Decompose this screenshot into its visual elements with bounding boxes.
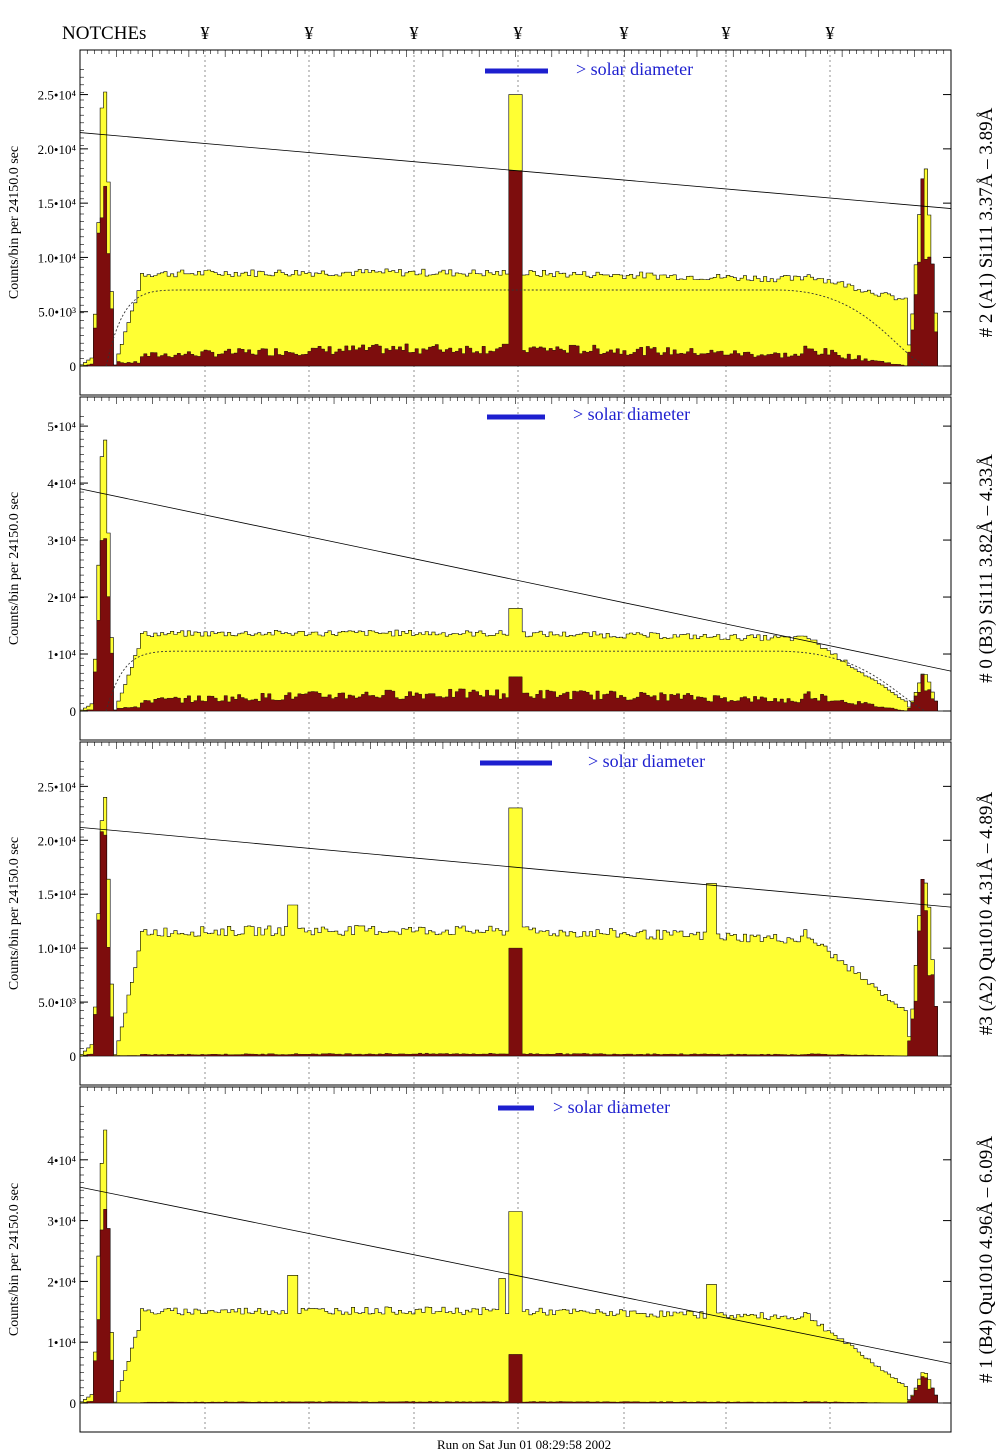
notches-label: NOTCHEs bbox=[62, 23, 146, 44]
y-tick-label: 1.0•10⁴ bbox=[38, 250, 77, 265]
y-tick-label: 0 bbox=[70, 704, 77, 719]
chart-panel: 0 5.0•10³ 1.0•10⁴ 1.5•10⁴ 2.0•10⁴ 2.5•10⁴ Coun… bbox=[7, 49, 997, 396]
y-tick-label: 0 bbox=[70, 359, 77, 374]
y-tick-label: 3•10⁴ bbox=[47, 533, 76, 548]
panel-side-label: # 2 (A1) Si111 3.37Å – 3.89Å bbox=[976, 107, 997, 337]
panel-side-label: #3 (A2) Qu1010 4.31Å – 4.89Å bbox=[976, 792, 997, 1036]
y-tick-label: 0 bbox=[70, 1049, 77, 1064]
y-tick-label: 1•10⁴ bbox=[47, 647, 76, 662]
histogram-main bbox=[79, 439, 951, 712]
notch-mark: ¥ bbox=[305, 23, 314, 43]
y-tick-label: 5.0•10³ bbox=[38, 305, 76, 320]
model-curve bbox=[105, 650, 926, 712]
y-tick-label: 2•10⁴ bbox=[47, 590, 76, 605]
histogram-main bbox=[79, 797, 951, 1057]
y-tick-label: 3•10⁴ bbox=[47, 1214, 76, 1229]
solar-diameter-label: > solar diameter bbox=[553, 1097, 670, 1117]
y-axis-label: Counts/bin per 24150.0 sec bbox=[7, 146, 22, 299]
model-curve bbox=[105, 289, 926, 367]
y-tick-label: 1.5•10⁴ bbox=[38, 196, 77, 211]
trend-line bbox=[79, 488, 952, 672]
y-axis-label: Counts/bin per 24150.0 sec bbox=[7, 837, 22, 990]
histogram-secondary bbox=[79, 1209, 951, 1404]
solar-diameter-label: > solar diameter bbox=[588, 751, 705, 771]
y-tick-label: 4•10⁴ bbox=[47, 1153, 76, 1168]
y-tick-label: 1•10⁴ bbox=[47, 1335, 76, 1350]
solar-diameter-label: > solar diameter bbox=[576, 59, 693, 79]
y-axis-label: Counts/bin per 24150.0 sec bbox=[7, 492, 22, 645]
chart-panels: 0 5.0•10³ 1.0•10⁴ 1.5•10⁴ 2.0•10⁴ 2.5•10⁴ Coun… bbox=[7, 49, 997, 1433]
y-tick-label: 2.5•10⁴ bbox=[38, 88, 77, 103]
y-tick-label: 5•10⁴ bbox=[47, 419, 76, 434]
trend-line bbox=[79, 1186, 952, 1364]
notch-mark: ¥ bbox=[620, 23, 629, 43]
y-tick-label: 2.0•10⁴ bbox=[38, 833, 77, 848]
y-tick-label: 1.0•10⁴ bbox=[38, 941, 77, 956]
y-tick-label: 2.0•10⁴ bbox=[38, 142, 77, 157]
chart-panel: 0 1•10⁴ 2•10⁴ 3•10⁴ 4•10⁴ Counts/bin per 2415… bbox=[7, 1086, 997, 1433]
notch-marks: ¥ ¥ ¥ ¥ ¥ ¥ ¥ bbox=[201, 23, 835, 43]
solar-diameter-label: > solar diameter bbox=[573, 404, 690, 424]
chart-panel: 0 1•10⁴ 2•10⁴ 3•10⁴ 4•10⁴ 5•10⁴ Counts/bin per… bbox=[7, 396, 997, 741]
histogram-secondary bbox=[79, 831, 951, 1057]
chart-panel: 0 5.0•10³ 1.0•10⁴ 1.5•10⁴ 2.0•10⁴ 2.5•10⁴ Coun… bbox=[7, 741, 997, 1086]
y-tick-label: 2•10⁴ bbox=[47, 1274, 76, 1289]
panel-side-label: # 1 (B4) Qu1010 4.96Å – 6.09Å bbox=[976, 1136, 997, 1383]
y-tick-label: 0 bbox=[70, 1396, 77, 1411]
notch-mark: ¥ bbox=[826, 23, 835, 43]
y-tick-label: 4•10⁴ bbox=[47, 476, 76, 491]
panel-side-label: # 0 (B3) Si111 3.82Å – 4.33Å bbox=[976, 454, 997, 683]
y-tick-label: 1.5•10⁴ bbox=[38, 887, 77, 902]
y-axis-label: Counts/bin per 24150.0 sec bbox=[7, 1183, 22, 1336]
y-tick-label: 5.0•10³ bbox=[38, 995, 76, 1010]
notch-mark: ¥ bbox=[514, 23, 523, 43]
notch-mark: ¥ bbox=[201, 23, 210, 43]
histogram-secondary bbox=[79, 170, 951, 367]
trend-line bbox=[79, 826, 952, 908]
run-footer: Run on Sat Jun 01 08:29:58 2002 bbox=[437, 1437, 611, 1452]
histogram-main bbox=[79, 1129, 951, 1404]
y-tick-label: 2.5•10⁴ bbox=[38, 779, 77, 794]
histogram-secondary bbox=[79, 538, 951, 712]
notch-mark: ¥ bbox=[410, 23, 419, 43]
trend-line bbox=[79, 132, 952, 209]
notch-mark: ¥ bbox=[722, 23, 731, 43]
